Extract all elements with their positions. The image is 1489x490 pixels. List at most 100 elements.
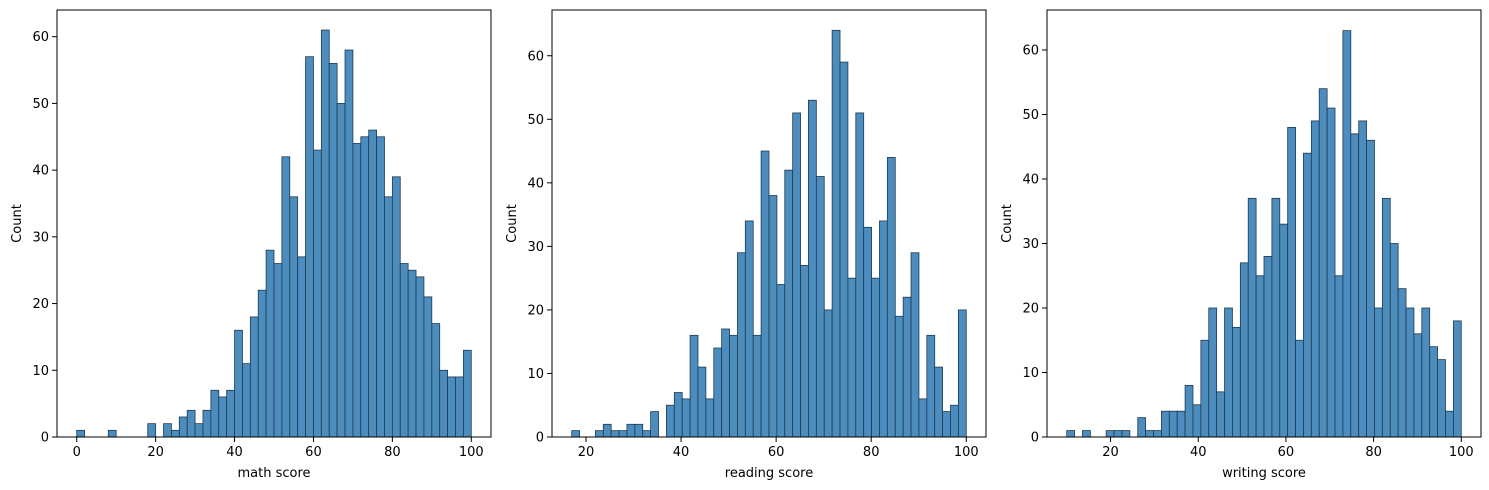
x-tick-label: 40 <box>226 445 243 460</box>
writing-score-histogram: 20 40 60 80 100 0 10 20 30 40 50 60 writing score Cou… <box>1000 9 1482 481</box>
histogram-bar <box>360 136 370 438</box>
histogram-bar <box>455 376 464 438</box>
histogram-bar <box>1413 333 1423 438</box>
histogram-bar <box>910 252 920 438</box>
x-tick-label: 80 <box>384 445 401 460</box>
histogram-bar <box>776 284 786 438</box>
histogram-bar <box>376 136 385 438</box>
histogram-bar <box>305 56 314 438</box>
histogram-bar <box>618 430 628 438</box>
histogram-bar <box>147 423 157 438</box>
histogram-bar <box>1145 430 1154 438</box>
axes-frame <box>1046 9 1482 438</box>
x-tick-label: 20 <box>1102 445 1119 460</box>
x-tick-label: 40 <box>1190 445 1207 460</box>
histogram-bar <box>1113 430 1123 438</box>
histogram-bar <box>368 129 377 438</box>
histogram-bar <box>595 430 604 438</box>
histogram-bar <box>1445 410 1454 438</box>
histogram-bar <box>886 157 896 438</box>
histogram-bar <box>792 112 801 438</box>
math-score-histogram: 0 20 40 60 80 100 0 10 20 30 40 50 60 math score Count <box>10 9 492 481</box>
histogram-bar <box>328 62 338 438</box>
histogram-bar <box>186 409 196 438</box>
histogram-bar <box>650 411 659 438</box>
histogram-bar <box>1263 255 1273 438</box>
y-tick-label: 60 <box>1022 43 1039 58</box>
y-tick-label: 10 <box>1022 366 1039 381</box>
histogram-bar <box>602 423 612 438</box>
x-tick-label: 100 <box>954 445 979 460</box>
y-axis-label: Count <box>1000 204 1015 243</box>
histogram-bar <box>1421 307 1431 438</box>
histogram-bar <box>1066 430 1076 438</box>
x-tick-label: 100 <box>1449 445 1474 460</box>
histogram-bar <box>281 156 291 438</box>
histogram-bar <box>808 99 817 438</box>
histogram-bar <box>447 376 456 438</box>
histogram-bar <box>1326 107 1336 438</box>
histogram-bar <box>273 263 283 438</box>
histogram-bar <box>1271 197 1281 438</box>
histogram-bar <box>257 289 267 438</box>
histogram-bar <box>1184 384 1194 438</box>
histogram-bar <box>391 176 401 438</box>
histogram-bar <box>313 149 322 438</box>
histogram-bar <box>431 323 441 438</box>
histogram-bar <box>894 315 904 438</box>
histogram-bar <box>926 334 936 438</box>
histogram-bar <box>171 429 180 438</box>
x-tick-label: 40 <box>673 445 690 460</box>
histogram-bar <box>226 389 235 438</box>
histogram-bar <box>744 220 754 438</box>
x-tick-label: 20 <box>578 445 595 460</box>
y-tick-label: 40 <box>527 176 544 191</box>
histogram-bar <box>1168 410 1178 438</box>
histogram-bar <box>839 61 849 438</box>
histogram-bar <box>218 396 228 438</box>
histogram-bar <box>1137 417 1147 438</box>
axes-frame <box>551 9 987 438</box>
histogram-bar <box>847 277 857 438</box>
y-tick-label: 20 <box>527 303 544 318</box>
histogram-bar <box>1334 275 1344 438</box>
y-tick-label: 50 <box>32 97 49 112</box>
histogram-bar <box>1105 430 1115 438</box>
histogram-bar <box>336 103 346 438</box>
histogram-bar <box>1437 359 1446 438</box>
y-tick-label: 30 <box>1022 237 1039 252</box>
histogram-bar <box>1232 326 1241 438</box>
histogram-bar <box>1303 152 1312 438</box>
histogram-bar <box>1121 430 1131 438</box>
histogram-bar <box>666 404 675 438</box>
histogram-bar <box>1224 307 1233 438</box>
y-tick-label: 10 <box>32 364 49 379</box>
histogram-bar <box>1381 197 1391 438</box>
histogram-bar <box>1279 223 1289 438</box>
histogram-bar <box>1208 307 1218 438</box>
histogram-bar <box>713 347 723 438</box>
histogram-bar <box>1239 262 1249 438</box>
histogram-bar <box>634 423 644 438</box>
x-tick-label: 60 <box>768 445 785 460</box>
y-tick-label: 50 <box>527 113 544 128</box>
histogram-bar <box>210 389 220 438</box>
y-tick-label: 20 <box>1022 301 1039 316</box>
y-tick-label: 60 <box>527 49 544 64</box>
y-axis-label: Count <box>505 204 520 243</box>
histogram-bar <box>439 369 448 438</box>
y-tick-label: 10 <box>527 367 544 382</box>
histogram-bar <box>626 423 636 438</box>
histogram-bar <box>1161 410 1170 438</box>
x-tick-label: 80 <box>863 445 880 460</box>
histogram-bar <box>178 416 188 438</box>
histogram-bar <box>1342 30 1352 438</box>
x-tick-label: 20 <box>147 445 164 460</box>
histogram-bar <box>265 249 275 438</box>
histogram-bar <box>768 195 778 438</box>
x-tick-label: 0 <box>73 445 81 460</box>
histogram-bar <box>689 334 699 438</box>
histogram-bar <box>571 430 581 438</box>
histogram-bar <box>879 220 888 438</box>
